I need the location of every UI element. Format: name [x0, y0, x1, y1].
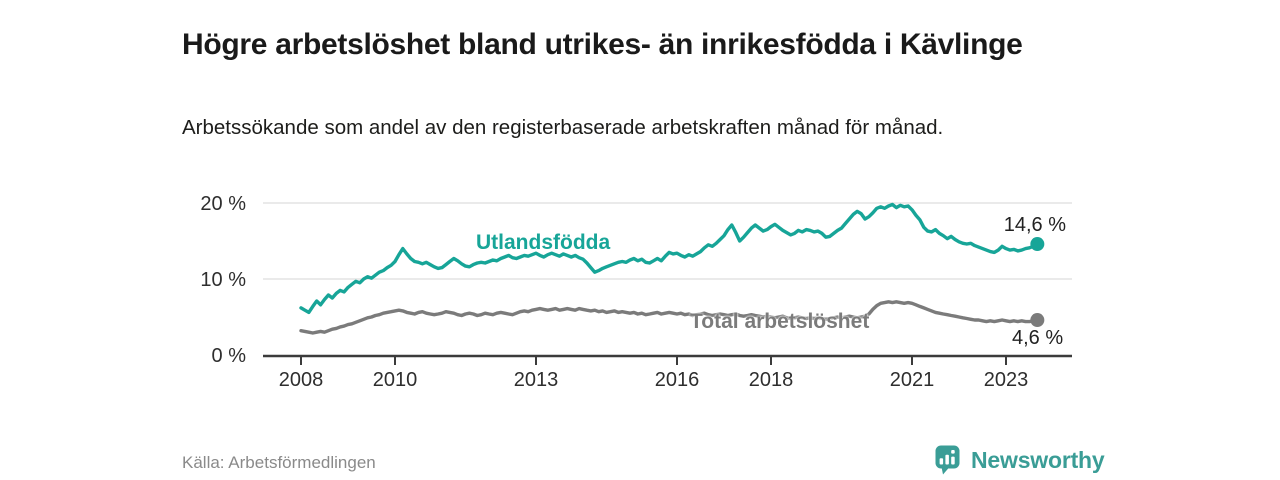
series-label-utlandsfodda: Utlandsfödda	[476, 231, 611, 254]
x-tick-label: 2023	[984, 369, 1029, 391]
end-dot-total-arbetsl-shet	[1030, 313, 1045, 328]
x-tick-label: 2010	[373, 369, 418, 391]
x-tick-label: 2013	[514, 369, 559, 391]
y-tick-label: 0 %	[212, 345, 247, 367]
y-tick-label: 20 %	[200, 193, 246, 215]
page-subtitle: Arbetssökande som andel av den registerb…	[182, 115, 944, 139]
y-tick-label: 10 %	[200, 269, 246, 291]
series-label-total-arbetsloshet: Total arbetslöshet	[690, 310, 870, 333]
page-title: Högre arbetslöshet bland utrikes- än inr…	[182, 28, 1023, 62]
end-value-utlandsfodda: 14,6 %	[1003, 214, 1066, 236]
newsworthy-logo[interactable]: Newsworthy	[935, 445, 1105, 475]
line-utlandsf-dda	[299, 202, 1040, 315]
logo-wordmark: Newsworthy	[971, 446, 1105, 473]
line-total-arbetsl-shet	[299, 300, 1040, 335]
x-tick-label: 2016	[655, 369, 700, 391]
x-tick-label: 2018	[749, 369, 794, 391]
end-dot-utlandsf-dda	[1030, 237, 1045, 252]
end-value-total-arbetsloshet: 4,6 %	[1012, 327, 1064, 349]
x-tick-label: 2021	[890, 369, 935, 391]
x-tick-label: 2008	[279, 369, 324, 391]
source-note: Källa: Arbetsförmedlingen	[182, 453, 376, 472]
bar-chart-speech-bubble-icon	[935, 445, 960, 475]
